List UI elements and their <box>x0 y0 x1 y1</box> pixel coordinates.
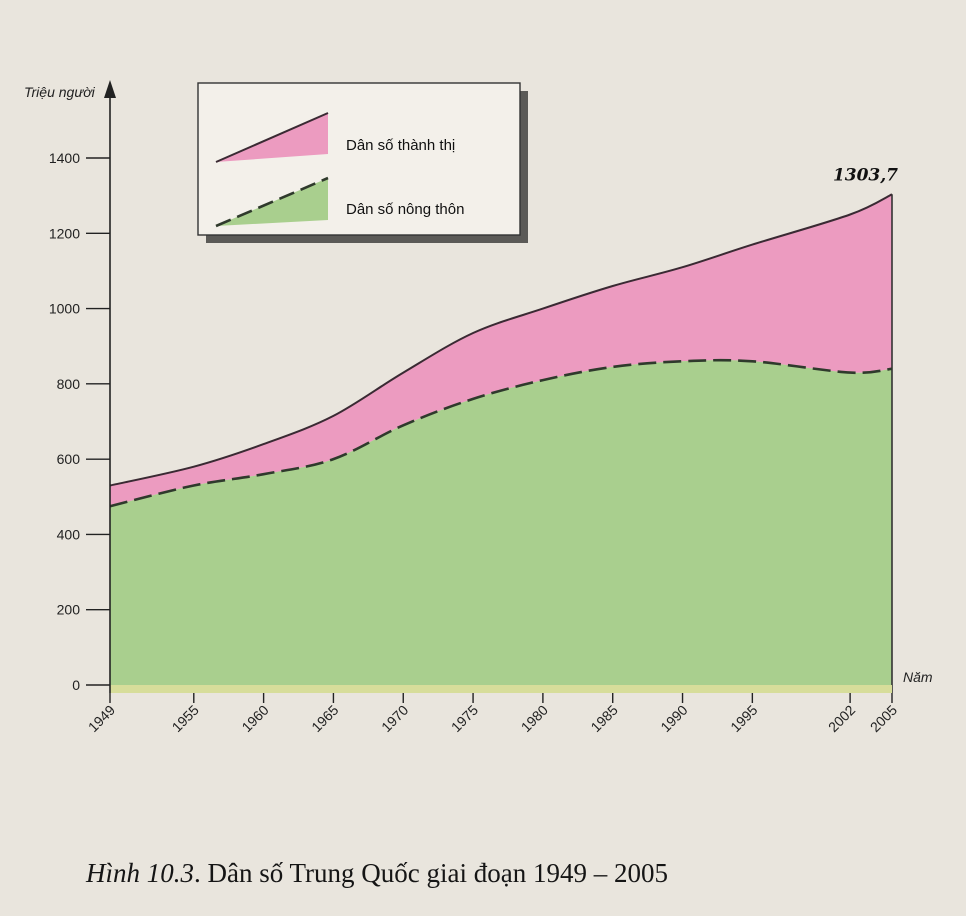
y-tick-label-1000: 1000 <box>49 301 80 317</box>
y-tick-label-1400: 1400 <box>49 150 80 166</box>
line-dan-so-nong-thon <box>109 358 893 508</box>
figure-caption: Hình 10.3. Dân số Trung Quốc giai đoạn 1… <box>86 858 956 889</box>
y-tick-label-800: 800 <box>57 376 81 392</box>
x-tick-label-2005: 2005 <box>867 702 900 735</box>
x-axis-baseline <box>110 685 892 693</box>
x-tick-label-1995: 1995 <box>727 702 760 735</box>
x-tick-label-1990: 1990 <box>657 702 690 735</box>
y-tick-label-1200: 1200 <box>49 225 80 241</box>
y-tick-label-400: 400 <box>57 526 81 542</box>
area-dan-so-thanh-thi <box>110 194 892 507</box>
y-axis-title: Triệu người <box>24 84 96 100</box>
legend-label-nong-thon: Dân số nông thôn <box>346 201 464 218</box>
x-tick-label-1960: 1960 <box>238 702 271 735</box>
x-tick-label-1985: 1985 <box>587 702 620 735</box>
chart-areas <box>109 193 893 693</box>
x-tick-label-1949: 1949 <box>85 702 118 735</box>
x-tick-label-1970: 1970 <box>378 702 411 735</box>
annotation-2005-value: 1303,7 <box>833 165 898 185</box>
y-tick-label-0: 0 <box>72 677 80 693</box>
legend-line-nong-thon <box>215 176 329 228</box>
x-tick-label-1955: 1955 <box>169 702 202 735</box>
chart-axes <box>86 80 893 703</box>
x-tick-label-1975: 1975 <box>448 702 481 735</box>
x-tick-label-1965: 1965 <box>308 702 341 735</box>
figure-caption-text: . Dân số Trung Quốc giai đoạn 1949 – 200… <box>194 858 668 888</box>
figure-caption-lead: Hình 10.3 <box>86 858 194 888</box>
x-tick-label-2002: 2002 <box>825 702 858 735</box>
y-tick-label-200: 200 <box>57 602 81 618</box>
area-dan-so-nong-thon <box>110 360 892 693</box>
line-dan-so-thanh-thi <box>109 193 893 487</box>
y-axis-arrow-icon <box>104 80 116 98</box>
legend-label-thanh-thi: Dân số thành thị <box>346 137 455 154</box>
x-tick-label-1980: 1980 <box>518 702 551 735</box>
y-tick-label-600: 600 <box>57 451 81 467</box>
legend: Dân số thành thị Dân số nông thôn <box>197 82 528 243</box>
legend-line-thanh-thi <box>215 112 329 163</box>
x-axis-title: Năm <box>903 669 933 685</box>
